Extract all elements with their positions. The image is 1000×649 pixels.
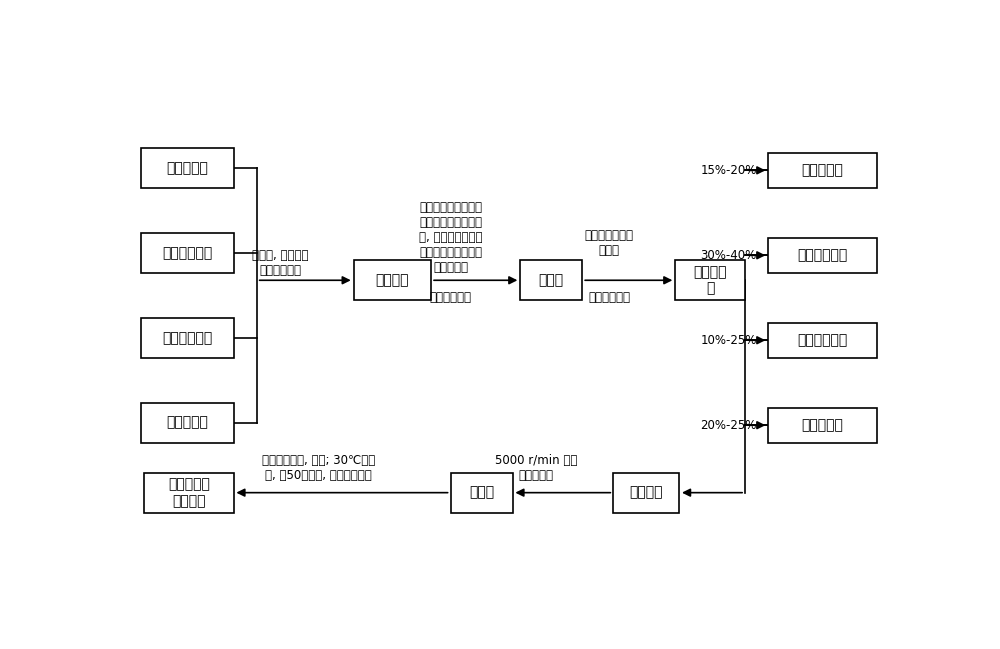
Text: 粪产碱杆菌: 粪产碱杆菌 bbox=[802, 418, 843, 432]
Text: 高活性菌
液: 高活性菌 液 bbox=[693, 265, 727, 295]
FancyBboxPatch shape bbox=[613, 472, 679, 513]
FancyBboxPatch shape bbox=[140, 233, 234, 273]
Text: 粪产碱杆菌: 粪产碱杆菌 bbox=[166, 416, 208, 430]
FancyBboxPatch shape bbox=[768, 153, 877, 188]
Text: 活化菌种: 活化菌种 bbox=[376, 273, 409, 288]
Text: 枯草芽孢杆菌: 枯草芽孢杆菌 bbox=[162, 246, 212, 260]
Text: 高活性复合
固体颗粒: 高活性复合 固体颗粒 bbox=[168, 478, 210, 508]
Text: 蒙式假单胞菌: 蒙式假单胞菌 bbox=[162, 331, 212, 345]
FancyBboxPatch shape bbox=[520, 260, 582, 300]
Text: 蒙式假单胞菌: 蒙式假单胞菌 bbox=[797, 333, 848, 347]
FancyBboxPatch shape bbox=[140, 402, 234, 443]
FancyBboxPatch shape bbox=[675, 260, 745, 300]
Text: 枯草芽孢杆菌: 枯草芽孢杆菌 bbox=[797, 249, 848, 262]
Text: 5000 r/min 离心
去除上清液: 5000 r/min 离心 去除上清液 bbox=[495, 454, 577, 482]
FancyBboxPatch shape bbox=[768, 323, 877, 358]
Text: 10%-25%: 10%-25% bbox=[700, 334, 757, 347]
Text: 各两环, 分别接种
于固体培养基: 各两环, 分别接种 于固体培养基 bbox=[252, 249, 308, 276]
Text: 摇床振荡培养: 摇床振荡培养 bbox=[430, 291, 472, 304]
FancyBboxPatch shape bbox=[140, 148, 234, 188]
Text: 四个菌种的种子培养
基分别分装至三角瓶
中, 将活化菌种分别
接种两环于各自的种
子培养基中: 四个菌种的种子培养 基分别分装至三角瓶 中, 将活化菌种分别 接种两环于各自的种… bbox=[419, 201, 482, 275]
Text: 摇摆机上制粒, 干燥; 30℃下粉
碎, 过50目筛网, 筛后重新粉碎: 摇摆机上制粒, 干燥; 30℃下粉 碎, 过50目筛网, 筛后重新粉碎 bbox=[262, 454, 375, 482]
Text: 脱氮硫杆菌: 脱氮硫杆菌 bbox=[802, 164, 843, 177]
Text: 15%-20%: 15%-20% bbox=[700, 164, 757, 177]
Text: 湿菌体: 湿菌体 bbox=[469, 485, 494, 500]
FancyBboxPatch shape bbox=[768, 408, 877, 443]
Text: 脱氮硫杆菌: 脱氮硫杆菌 bbox=[166, 161, 208, 175]
Text: 20%-25%: 20%-25% bbox=[700, 419, 757, 432]
Text: 种子液: 种子液 bbox=[539, 273, 564, 288]
FancyBboxPatch shape bbox=[450, 472, 512, 513]
FancyBboxPatch shape bbox=[140, 318, 234, 358]
FancyBboxPatch shape bbox=[768, 238, 877, 273]
Text: 复合菌液: 复合菌液 bbox=[629, 485, 663, 500]
Text: 摇床振荡培养: 摇床振荡培养 bbox=[588, 291, 630, 304]
Text: 分别接种于发酵
培养基: 分别接种于发酵 培养基 bbox=[585, 229, 634, 257]
FancyBboxPatch shape bbox=[144, 472, 234, 513]
FancyBboxPatch shape bbox=[354, 260, 431, 300]
Text: 30%-40%: 30%-40% bbox=[700, 249, 757, 262]
